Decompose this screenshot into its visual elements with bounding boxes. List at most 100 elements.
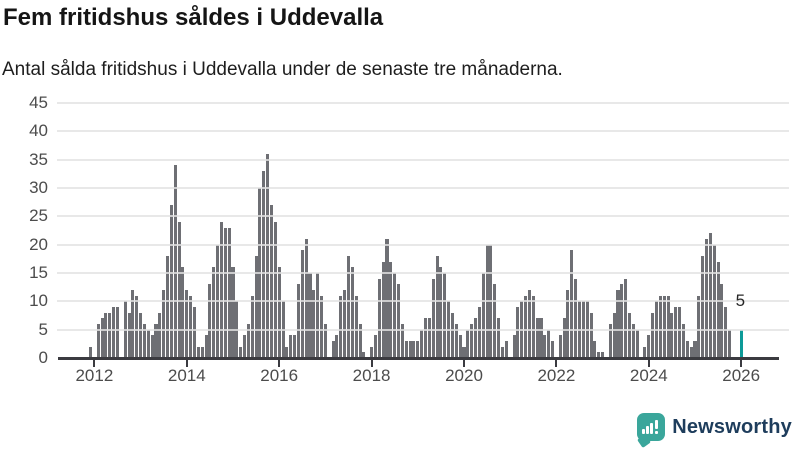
bar [616,290,620,358]
highlighted-bar [739,329,743,358]
bar [246,324,250,358]
x-axis-tick [555,360,558,367]
bar [185,290,189,358]
bar [443,273,447,358]
bar [269,205,274,358]
bar [323,324,327,358]
bar [558,335,562,358]
bar [112,307,116,358]
gridline-5 [57,328,789,331]
gridline-30 [57,187,789,189]
bar [196,346,200,358]
y-axis-label: 25 [29,206,48,226]
speech-bubble-tail [637,434,652,448]
bar [177,222,181,358]
bar [562,318,566,358]
bar [547,329,551,358]
bar [308,273,312,358]
bar [512,335,516,358]
chart-subtitle: Antal sålda fritidshus i Uddevalla under… [2,59,563,80]
bar [208,284,212,358]
bar [504,341,508,358]
y-axis-label: 40 [29,121,48,141]
bar [96,324,100,358]
bar [454,324,458,358]
x-axis-tick [370,360,373,367]
bar [420,329,424,358]
bar [497,318,501,358]
bar [693,341,697,358]
y-axis-label: 30 [29,178,48,197]
bar [150,335,154,358]
bar [223,227,227,358]
x-axis-tick [740,360,743,367]
x-axis-tick [463,360,465,367]
bar [293,335,297,358]
bar [431,278,435,358]
bar [416,341,420,358]
newsworthy-chart-bubble-icon [637,413,666,448]
bar [277,267,281,358]
bar [658,295,662,358]
bar [647,335,651,358]
gridline-40 [57,130,789,133]
bar [570,250,574,358]
logo-bar-2 [646,426,650,434]
y-axis-label: 20 [29,234,48,254]
bar [412,341,416,358]
page-title: Fem fritidshus såldes i Uddevalla [3,4,384,31]
bar [377,278,381,358]
bar [166,256,170,358]
bar [404,341,408,358]
bar [535,318,539,358]
bar [181,267,185,358]
bar [154,324,158,358]
bar [131,290,135,358]
bar [531,295,535,358]
bar [651,312,655,358]
y-axis-label: 10 [29,291,48,311]
logo-exclamation-stem [655,420,659,429]
bar [312,290,316,358]
bar [477,307,481,358]
bar [601,352,605,358]
bar [262,171,266,358]
bar [685,341,689,358]
bar [393,273,397,358]
bar [296,284,300,358]
bar [450,312,454,358]
logo-bar-1 [642,429,646,434]
x-axis-line [58,357,779,360]
bar [108,312,112,358]
bar [697,295,701,358]
bar [458,335,462,358]
bar [381,261,385,358]
bar [708,233,712,358]
bar [316,273,320,358]
bar [331,341,335,358]
bar [551,341,555,358]
x-axis-label: 2014 [167,366,206,385]
bar [527,290,531,358]
bar [716,261,720,358]
x-axis-tick [647,360,650,367]
bar [135,295,139,358]
x-axis-tick [278,360,281,367]
bar [320,295,324,358]
gridline-35 [57,158,789,161]
bar [289,335,293,358]
bar [285,346,289,358]
bar [474,318,478,358]
y-axis-label: 5 [38,319,48,339]
brand-name: Newsworthy [672,415,792,438]
bar [389,261,393,358]
bar [254,256,258,358]
bar [192,307,197,358]
bar [423,318,428,358]
bar [162,290,166,358]
x-axis-label: 2022 [537,366,576,385]
bar [385,239,389,358]
gridline-25 [57,215,789,218]
highlight-value-label: 5 [735,291,746,310]
